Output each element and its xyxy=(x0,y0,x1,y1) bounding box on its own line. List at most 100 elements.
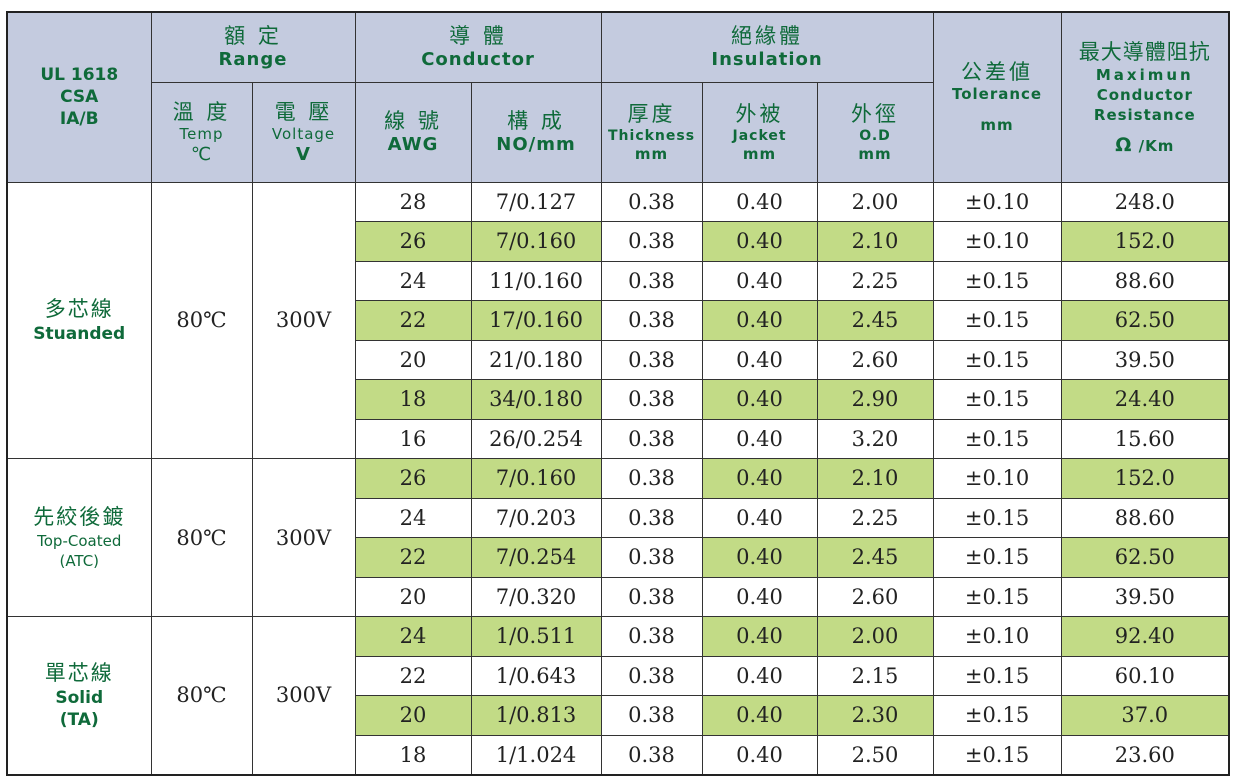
resistance-zh: 最大導體阻抗 xyxy=(1078,39,1211,64)
table-row: 16 26/0.254 0.38 0.40 3.20 ±0.15 15.60 xyxy=(7,418,1230,459)
awg-cell: 18 xyxy=(354,734,472,775)
od-cell: 2.00 xyxy=(816,181,934,222)
group-name-en-2: (TA) xyxy=(59,709,99,730)
resistance-cell: 23.60 xyxy=(1060,734,1230,775)
jacket-en: Jacket xyxy=(732,127,787,144)
awg-en: AWG xyxy=(387,134,439,155)
thickness-cell: 0.38 xyxy=(600,300,703,341)
od-cell: 2.10 xyxy=(816,221,934,262)
group-name-zh: 單芯線 xyxy=(44,660,114,685)
table-row: 20 1/0.813 0.38 0.40 2.30 ±0.15 37.0 xyxy=(7,695,1230,736)
construction-cell: 1/0.643 xyxy=(470,655,602,696)
od-cell: 2.25 xyxy=(816,260,934,301)
table-row: 22 1/0.643 0.38 0.40 2.15 ±0.15 60.10 xyxy=(7,655,1230,696)
awg-cell: 26 xyxy=(354,221,472,262)
awg-cell: 26 xyxy=(354,458,472,499)
construction-cell: 34/0.180 xyxy=(470,379,602,420)
construction-en: NO/mm xyxy=(496,134,576,155)
resistance-cell: 88.60 xyxy=(1060,497,1230,538)
tolerance-zh: 公差値 xyxy=(961,60,1034,85)
construction-cell: 1/1.024 xyxy=(470,734,602,775)
thickness-cell: 0.38 xyxy=(600,458,703,499)
od-cell: 2.60 xyxy=(816,339,934,380)
table-row: 20 7/0.320 0.38 0.40 2.60 ±0.15 39.50 xyxy=(7,576,1230,617)
resistance-cell: 15.60 xyxy=(1060,418,1230,459)
group-name-zh: 多芯線 xyxy=(44,296,114,321)
construction-cell: 17/0.160 xyxy=(470,300,602,341)
awg-cell: 24 xyxy=(354,260,472,301)
thickness-cell: 0.38 xyxy=(600,339,703,380)
range-header: 額 定 Range xyxy=(150,11,356,83)
construction-cell: 7/0.320 xyxy=(470,576,602,617)
jacket-unit: mm xyxy=(742,144,777,163)
od-cell: 2.15 xyxy=(816,655,934,696)
awg-cell: 24 xyxy=(354,616,472,657)
od-cell: 2.00 xyxy=(816,616,934,657)
table-row: 多芯線 Stuanded 80℃ 300V 28 7/0.127 0.38 0.40 2.00 ±… xyxy=(6,181,1230,459)
tolerance-cell: ±0.15 xyxy=(932,497,1062,538)
tolerance-cell: ±0.15 xyxy=(932,734,1062,775)
table-row: 20 21/0.180 0.38 0.40 2.60 ±0.15 39.50 xyxy=(7,339,1230,380)
jacket-cell: 0.40 xyxy=(701,576,818,617)
tolerance-cell: ±0.15 xyxy=(932,379,1062,420)
jacket-cell: 0.40 xyxy=(701,537,818,578)
jacket-cell: 0.40 xyxy=(701,221,818,262)
tolerance-unit: mm xyxy=(980,116,1014,135)
od-en: O.D xyxy=(859,127,891,144)
resistance-cell: 39.50 xyxy=(1060,339,1230,380)
standard-header: UL 1618 CSA IA/B xyxy=(6,11,152,183)
construction-cell: 26/0.254 xyxy=(470,418,602,459)
jacket-header: 外被 Jacket mm xyxy=(701,81,818,183)
temp-en: Temp xyxy=(179,124,224,143)
tolerance-cell: ±0.15 xyxy=(932,537,1062,578)
awg-cell: 20 xyxy=(354,695,472,736)
od-cell: 2.30 xyxy=(816,695,934,736)
insulation-zh: 絕緣體 xyxy=(731,24,804,49)
resistance-cell: 62.50 xyxy=(1060,300,1230,341)
table-row: 26 7/0.160 0.38 0.40 2.10 ±0.10 152.0 xyxy=(7,221,1230,262)
group-label: 單芯線 Solid (TA) xyxy=(6,616,152,775)
jacket-zh: 外被 xyxy=(735,101,784,126)
table-row: 24 7/0.203 0.38 0.40 2.25 ±0.15 88.60 xyxy=(7,497,1230,538)
awg-cell: 20 xyxy=(354,339,472,380)
group-temp-cell: 80℃ xyxy=(150,181,253,459)
table-row: 單芯線 Solid (TA) 80℃ 300V 24 1/0.511 0.38 0.40 2.00… xyxy=(6,616,1230,775)
construction-cell: 11/0.160 xyxy=(470,260,602,301)
tolerance-cell: ±0.15 xyxy=(932,339,1062,380)
spec-body: 多芯線 Stuanded 80℃ 300V 28 7/0.127 0.38 0.40 2.00 ±… xyxy=(6,181,1230,775)
tolerance-cell: ±0.10 xyxy=(932,616,1062,657)
jacket-cell: 0.40 xyxy=(701,379,818,420)
ohm-symbol: Ω xyxy=(1115,133,1133,156)
group-label: 先絞後鍍 Top-Coated (ATC) xyxy=(6,458,152,617)
standard-line-1: UL 1618 xyxy=(40,65,119,86)
thickness-cell: 0.38 xyxy=(600,181,703,222)
jacket-cell: 0.40 xyxy=(701,418,818,459)
construction-cell: 7/0.254 xyxy=(470,537,602,578)
thickness-zh: 厚度 xyxy=(627,101,676,126)
jacket-cell: 0.40 xyxy=(701,181,818,222)
resistance-cell: 62.50 xyxy=(1060,537,1230,578)
table-row: 22 17/0.160 0.38 0.40 2.45 ±0.15 62.50 xyxy=(7,300,1230,341)
awg-cell: 20 xyxy=(354,576,472,617)
conductor-zh: 導 體 xyxy=(449,24,507,49)
resistance-en-2: Conductor xyxy=(1096,85,1193,104)
thickness-unit: mm xyxy=(634,144,669,163)
awg-cell: 22 xyxy=(354,300,472,341)
tolerance-cell: ±0.15 xyxy=(932,695,1062,736)
resistance-cell: 60.10 xyxy=(1060,655,1230,696)
voltage-zh: 電 壓 xyxy=(274,99,333,124)
od-cell: 2.60 xyxy=(816,576,934,617)
group-name-en: Solid xyxy=(55,687,104,708)
standard-line-2: CSA xyxy=(60,87,99,108)
tolerance-header: 公差値 Tolerance mm xyxy=(932,11,1062,183)
resistance-cell: 39.50 xyxy=(1060,576,1230,617)
jacket-cell: 0.40 xyxy=(701,300,818,341)
temp-unit: ℃ xyxy=(190,143,213,165)
group-voltage-cell: 300V xyxy=(251,181,356,459)
voltage-unit: V xyxy=(296,143,311,165)
table-row: 22 7/0.254 0.38 0.40 2.45 ±0.15 62.50 xyxy=(7,537,1230,578)
resistance-en-1: Maximun xyxy=(1095,65,1194,84)
jacket-cell: 0.40 xyxy=(701,497,818,538)
range-en: Range xyxy=(218,49,288,71)
group-name-zh: 先絞後鍍 xyxy=(33,505,126,529)
